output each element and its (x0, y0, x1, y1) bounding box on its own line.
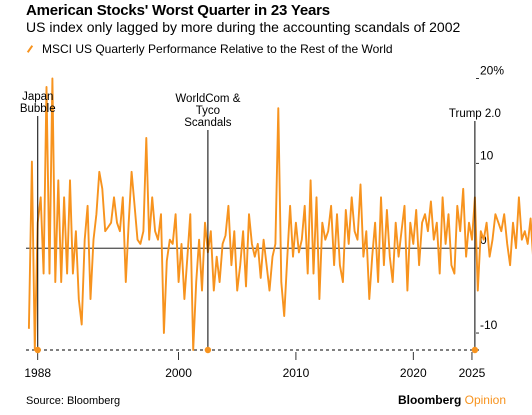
annotation-label: Japan (22, 91, 53, 103)
y-tick-label: 10 (480, 148, 494, 162)
x-tick-label: 2020 (400, 366, 427, 380)
series-line (27, 77, 532, 351)
source-note: Source: Bloomberg (26, 395, 121, 407)
legend: MSCI US Quarterly Performance Relative t… (26, 42, 393, 56)
brand-logo: Bloomberg Opinion (398, 393, 506, 407)
y-tick-label: 20% (480, 63, 504, 77)
x-tick-label: 2000 (165, 366, 192, 380)
annotation-label: WorldCom & (175, 93, 240, 105)
annotation-label: Bubble (20, 103, 56, 115)
annotation-dot (471, 346, 479, 354)
brand-suffix: Opinion (464, 393, 506, 407)
annotation-label: Scandals (184, 117, 232, 129)
brand-name: Bloomberg (397, 393, 462, 407)
annotation-dot (204, 346, 212, 354)
chart-title: American Stocks' Worst Quarter in 23 Yea… (26, 2, 330, 19)
annotation-dot (34, 346, 41, 354)
chart-subtitle: US index only lagged by more during the … (26, 19, 461, 35)
x-tick-label: 1988 (24, 366, 51, 380)
x-tick-label: 2010 (283, 366, 310, 380)
legend-label: MSCI US Quarterly Performance Relative t… (42, 42, 393, 56)
x-tick-label: 2025 (459, 366, 486, 380)
annotation-label: Trump 2.0 (449, 108, 501, 120)
annotation-label: Tyco (196, 105, 220, 117)
y-tick-label: -10 (480, 318, 498, 332)
